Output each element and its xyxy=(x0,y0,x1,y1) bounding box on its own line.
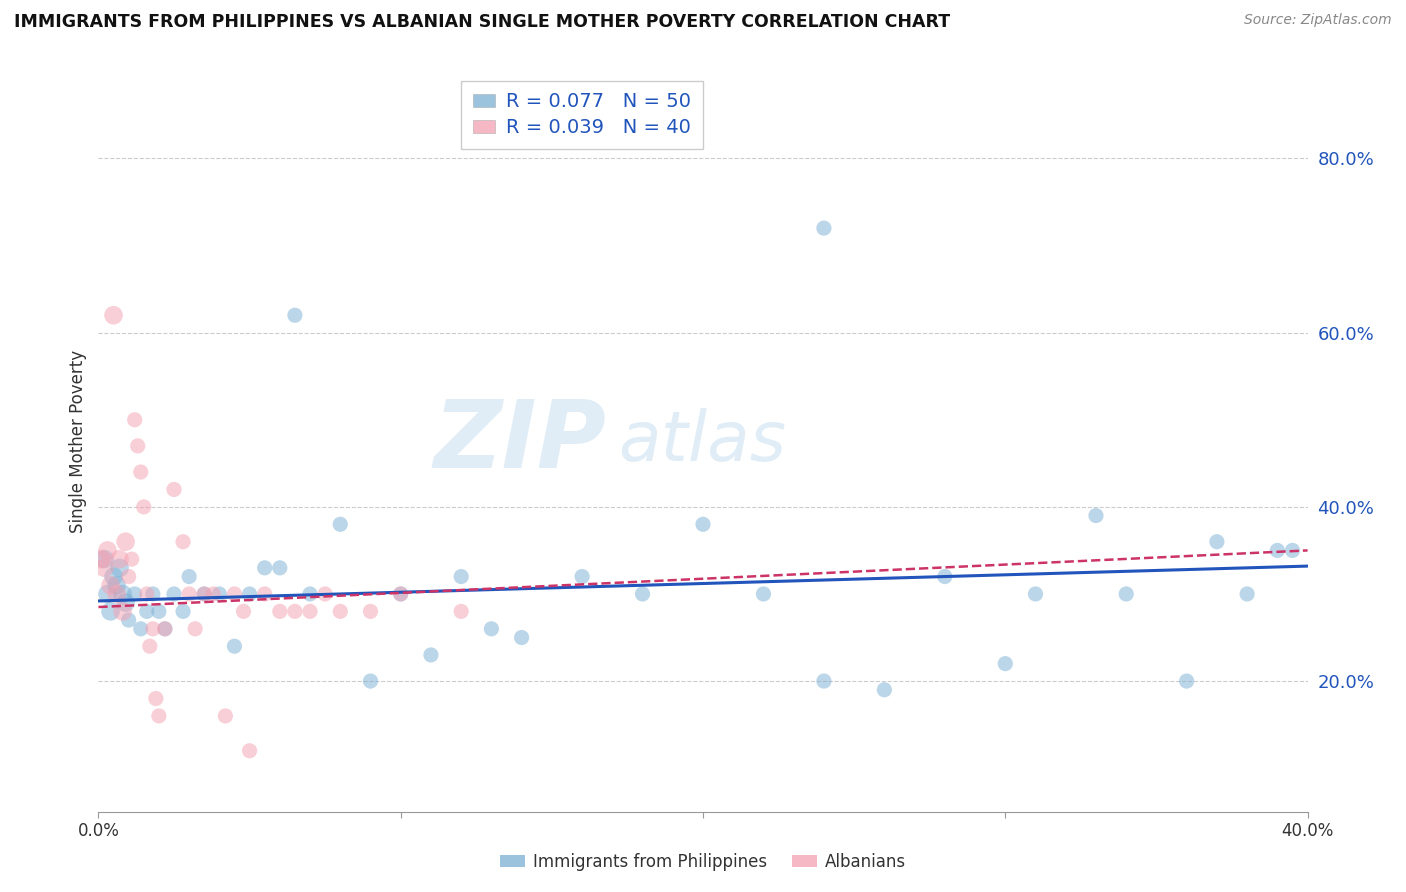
Point xyxy=(360,604,382,618)
Point xyxy=(481,622,503,636)
Point xyxy=(450,604,472,618)
Point xyxy=(1267,543,1289,558)
Point xyxy=(90,552,112,566)
Point xyxy=(93,561,115,575)
Point xyxy=(299,587,322,601)
Point xyxy=(124,587,146,601)
Point xyxy=(202,587,225,601)
Point xyxy=(148,604,170,618)
Point xyxy=(813,221,835,235)
Point xyxy=(1281,543,1303,558)
Point xyxy=(692,517,714,532)
Point xyxy=(510,631,533,645)
Point xyxy=(193,587,215,601)
Y-axis label: Single Mother Poverty: Single Mother Poverty xyxy=(69,350,87,533)
Point xyxy=(284,604,307,618)
Point xyxy=(96,543,118,558)
Legend: Immigrants from Philippines, Albanians: Immigrants from Philippines, Albanians xyxy=(494,847,912,878)
Point xyxy=(121,552,143,566)
Point xyxy=(813,674,835,689)
Point xyxy=(269,604,291,618)
Point xyxy=(571,569,593,583)
Point xyxy=(1024,587,1046,601)
Point xyxy=(239,587,262,601)
Point xyxy=(148,709,170,723)
Point xyxy=(314,587,336,601)
Point xyxy=(108,552,131,566)
Point xyxy=(1115,587,1137,601)
Point xyxy=(108,561,131,575)
Point xyxy=(129,465,152,479)
Point xyxy=(139,639,162,653)
Point xyxy=(208,587,231,601)
Point xyxy=(389,587,412,601)
Point xyxy=(100,578,122,592)
Point xyxy=(142,622,165,636)
Text: Source: ZipAtlas.com: Source: ZipAtlas.com xyxy=(1244,13,1392,28)
Point xyxy=(96,587,118,601)
Point xyxy=(153,622,176,636)
Point xyxy=(145,691,167,706)
Point xyxy=(284,308,307,322)
Point xyxy=(389,587,412,601)
Point xyxy=(127,439,149,453)
Point xyxy=(105,587,128,601)
Point xyxy=(100,604,122,618)
Point xyxy=(253,587,276,601)
Point xyxy=(631,587,654,601)
Point xyxy=(193,587,215,601)
Point xyxy=(329,517,352,532)
Point xyxy=(232,604,254,618)
Point xyxy=(1206,534,1229,549)
Point xyxy=(135,587,157,601)
Point xyxy=(153,622,176,636)
Point xyxy=(163,587,186,601)
Point xyxy=(111,587,134,601)
Point xyxy=(179,587,201,601)
Text: atlas: atlas xyxy=(619,408,786,475)
Point xyxy=(179,569,201,583)
Point xyxy=(103,569,125,583)
Point xyxy=(124,413,146,427)
Point xyxy=(360,674,382,689)
Point xyxy=(299,604,322,618)
Point xyxy=(934,569,956,583)
Point xyxy=(450,569,472,583)
Point xyxy=(184,622,207,636)
Point xyxy=(172,604,194,618)
Point xyxy=(224,639,246,653)
Point xyxy=(105,578,128,592)
Point xyxy=(114,534,136,549)
Point xyxy=(103,308,125,322)
Point xyxy=(329,604,352,618)
Point xyxy=(132,500,155,514)
Point xyxy=(118,569,141,583)
Point xyxy=(111,604,134,618)
Point xyxy=(269,561,291,575)
Point xyxy=(994,657,1017,671)
Point xyxy=(1236,587,1258,601)
Point xyxy=(1175,674,1198,689)
Point xyxy=(1085,508,1108,523)
Point xyxy=(224,587,246,601)
Point xyxy=(135,604,157,618)
Text: IMMIGRANTS FROM PHILIPPINES VS ALBANIAN SINGLE MOTHER POVERTY CORRELATION CHART: IMMIGRANTS FROM PHILIPPINES VS ALBANIAN … xyxy=(14,13,950,31)
Text: ZIP: ZIP xyxy=(433,395,606,488)
Point xyxy=(172,534,194,549)
Point xyxy=(163,483,186,497)
Point xyxy=(239,744,262,758)
Point xyxy=(253,561,276,575)
Point xyxy=(214,709,236,723)
Point xyxy=(93,552,115,566)
Point xyxy=(114,596,136,610)
Point xyxy=(873,682,896,697)
Point xyxy=(129,622,152,636)
Point xyxy=(752,587,775,601)
Point xyxy=(142,587,165,601)
Point xyxy=(420,648,443,662)
Point xyxy=(118,613,141,627)
